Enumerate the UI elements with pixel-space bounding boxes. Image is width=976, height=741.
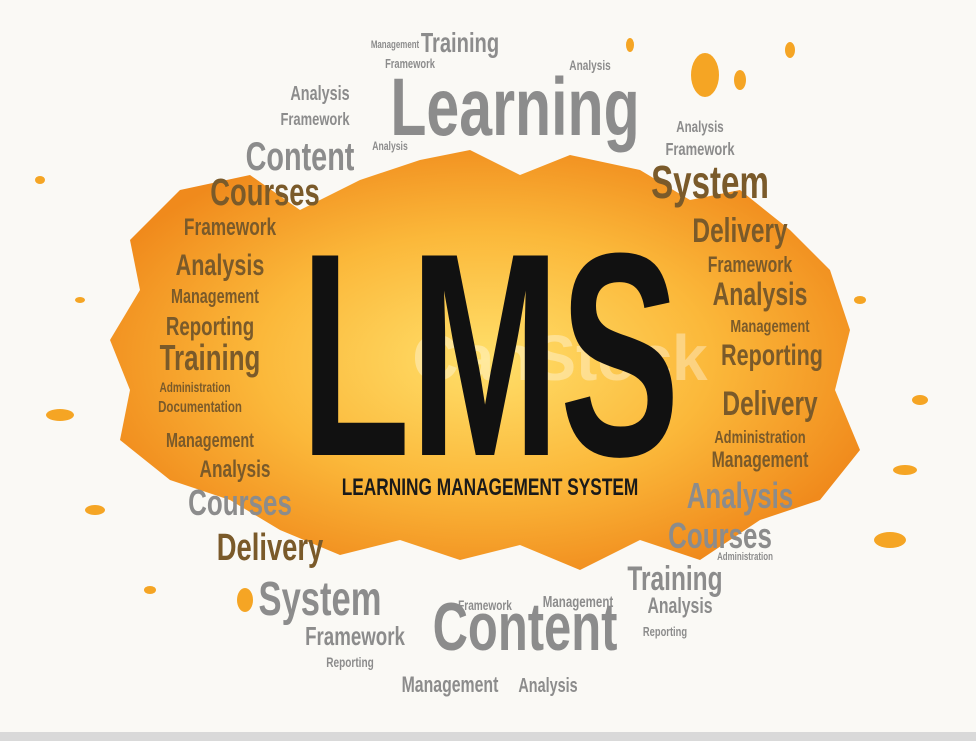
cloud-word: Analysis <box>569 57 611 73</box>
cloud-word: Delivery <box>722 385 818 423</box>
cloud-word: Analysis <box>176 247 265 281</box>
cloud-word: System <box>651 158 769 208</box>
cloud-word: Analysis <box>199 456 270 482</box>
cloud-word: Analysis <box>713 276 808 312</box>
cloud-word: Management <box>712 449 809 473</box>
bottom-bar <box>0 732 976 741</box>
cloud-word: Training <box>160 338 261 378</box>
subtitle: LEARNING MANAGEMENT SYSTEM <box>342 474 639 500</box>
cloud-word: Analysis <box>290 82 349 105</box>
cloud-word: Reporting <box>326 654 374 670</box>
cloud-word: Reporting <box>721 337 823 371</box>
cloud-word: Analysis <box>647 595 712 619</box>
cloud-word: Administration <box>717 551 773 564</box>
cloud-word: System <box>259 571 382 625</box>
splash <box>35 38 928 612</box>
cloud-word: Analysis <box>372 141 408 154</box>
cloud-word: Content <box>246 134 355 179</box>
cloud-word: Framework <box>184 214 276 240</box>
cloud-word: Framework <box>708 254 793 278</box>
cloud-word: Delivery <box>692 212 788 250</box>
main-title: LMS <box>300 194 680 517</box>
cloud-word: Training <box>421 28 499 59</box>
cloud-word: Framework <box>385 58 435 72</box>
cloud-word: Administration <box>159 379 230 395</box>
cloud-word: Content <box>433 588 618 665</box>
cloud-word: Analysis <box>676 117 724 135</box>
cloud-word: Framework <box>665 140 734 160</box>
cloud-word: Framework <box>280 110 349 130</box>
cloud-word: Documentation <box>158 397 242 415</box>
cloud-word: Reporting <box>643 626 687 640</box>
cloud-word: Management <box>402 674 499 698</box>
cloud-word: Administration <box>714 428 805 448</box>
cloud-word: Management <box>371 39 420 52</box>
cloud-word: Management <box>543 592 614 610</box>
cloud-word: Training <box>627 560 722 598</box>
cloud-word: Management <box>166 429 254 452</box>
cloud-word: Analysis <box>687 476 794 516</box>
cloud-word: Analysis <box>518 674 577 697</box>
cloud-word: Framework <box>458 597 512 613</box>
cloud-word: Learning <box>390 62 639 154</box>
cloud-word: Reporting <box>166 311 254 341</box>
word-cloud: TrainingLearningManagementFrameworkAnaly… <box>158 28 823 698</box>
cloud-word: Courses <box>210 172 319 214</box>
cloud-word: Framework <box>305 621 405 651</box>
cloud-word: Delivery <box>217 527 324 569</box>
cloud-word: Courses <box>188 483 292 523</box>
cloud-word: Management <box>171 285 259 308</box>
cloud-word: Management <box>730 317 810 337</box>
watermark: CanStock <box>412 322 708 394</box>
cloud-word: Courses <box>668 516 772 556</box>
